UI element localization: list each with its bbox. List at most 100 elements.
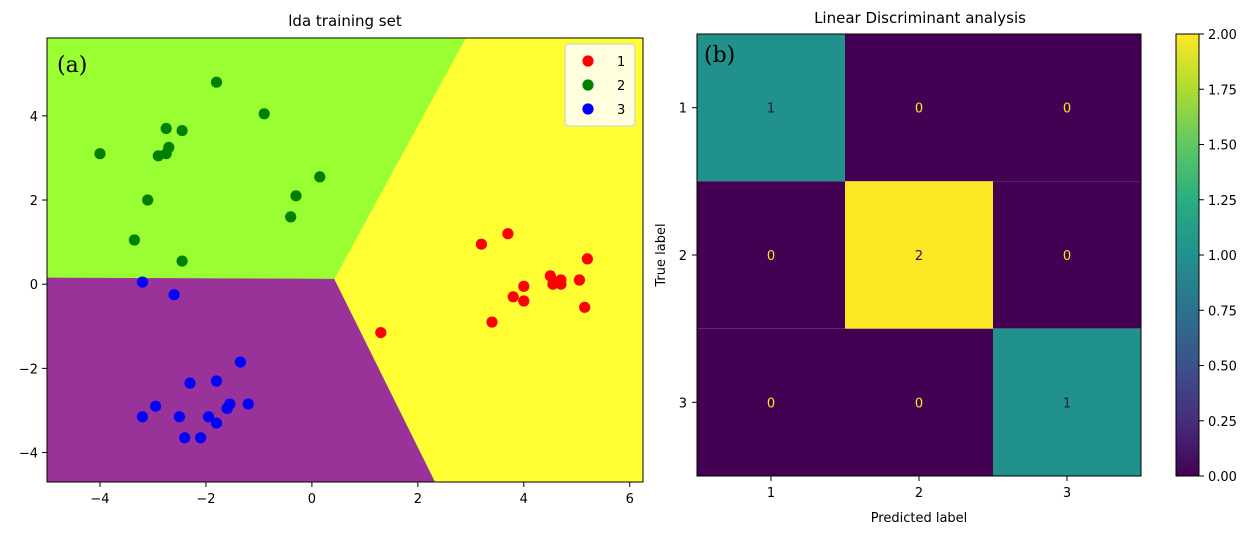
scatter-point-class-2 [163, 141, 175, 153]
confusion-cell [845, 181, 993, 329]
scatter-ticks: −4 −2 0 2 4 6 −4 −2 0 2 4 [19, 110, 634, 507]
scatter-point-class-3 [168, 289, 180, 301]
scatter-point-class-1 [581, 253, 594, 265]
scatter-point-class-3 [242, 398, 254, 410]
scatter-point-class-3 [210, 417, 223, 429]
confusion-cell-value: 0 [1063, 249, 1071, 264]
legend-marker-1 [582, 55, 594, 67]
colorbar-tick-label: 1.50 [1208, 139, 1237, 154]
scatter-point-class-2 [176, 125, 188, 137]
confusion-cell-value: 0 [767, 396, 775, 411]
scatter-point-class-1 [375, 327, 387, 339]
scatter-point-class-3 [224, 398, 236, 410]
legend-marker-2 [582, 79, 594, 91]
scatter-point-class-3 [136, 276, 148, 288]
scatter-point-class-3 [203, 411, 215, 423]
confusion-cell [697, 181, 845, 329]
scatter-point-class-1 [518, 295, 530, 307]
confusion-cell [993, 181, 1141, 329]
y-tick-label: −2 [19, 362, 38, 377]
confusion-cell [845, 34, 993, 182]
legend-box [564, 43, 636, 127]
scatter-point-class-2 [258, 108, 270, 120]
y-tick-label: 0 [30, 278, 38, 293]
confusion-cell [993, 328, 1141, 476]
confusion-ticks: 1 2 3 1 2 3 [679, 102, 1071, 501]
legend-label-1: 1 [617, 55, 625, 70]
confusion-cell [993, 34, 1141, 182]
x-tick-label: −4 [90, 492, 109, 507]
x-tick-label: 6 [626, 492, 634, 507]
colorbar-tick-label: 1.00 [1208, 249, 1237, 264]
legend: 1 2 3 [564, 43, 636, 127]
colorbar-tick-label: 0.50 [1208, 360, 1237, 375]
confusion-cell [697, 34, 845, 182]
scatter-point-class-2 [160, 122, 172, 135]
confusion-title: Linear Discriminant analysis [814, 9, 1026, 27]
y-tick-label: −4 [19, 447, 38, 462]
colorbar-tick-label: 0.75 [1208, 304, 1237, 319]
scatter-axes-frame [46, 37, 644, 483]
decision-region-class-3 [47, 277, 436, 482]
scatter-point-class-1 [507, 291, 519, 303]
colorbar-tick-label: 0.25 [1208, 415, 1237, 430]
x-tick-label: 3 [1063, 486, 1071, 501]
y-axis-label: True label [654, 223, 669, 287]
y-tick-label: 4 [30, 110, 38, 125]
x-tick-label: 2 [915, 486, 923, 501]
x-axis-label: Predicted label [871, 511, 968, 526]
x-tick-label: 1 [767, 486, 775, 501]
scatter-point-class-3 [173, 411, 185, 423]
scatter-point-class-2 [285, 211, 297, 223]
confusion-cell [845, 328, 993, 476]
x-tick-label: −2 [196, 492, 215, 507]
scatter-point-class-1 [555, 274, 567, 286]
scatter-point-class-1 [518, 280, 530, 292]
confusion-cell-value: 0 [915, 102, 923, 117]
confusion-cell-value: 0 [767, 249, 775, 264]
decision-regions [47, 38, 643, 482]
legend-marker-3 [582, 103, 594, 115]
colorbar-tick-label: 1.75 [1208, 83, 1237, 98]
scatter-point-class-3 [136, 411, 148, 423]
scatter-point-class-3 [234, 356, 246, 368]
scatter-points [94, 76, 594, 444]
colorbar-tick-label: 0.00 [1208, 470, 1237, 485]
panel-label-a: (a) [57, 53, 87, 78]
colorbar-gradient [1175, 33, 1200, 477]
confusion-cells: 1 0 0 0 2 0 0 0 1 [697, 34, 1141, 476]
scatter-point-class-2 [314, 171, 326, 183]
scatter-point-class-1 [502, 228, 514, 240]
colorbar-ticks: 0.00 0.25 0.50 0.75 1.00 1.25 1.50 1.75 2.00 [1199, 28, 1237, 485]
scatter-point-class-3 [184, 377, 196, 389]
legend-label-3: 3 [617, 103, 625, 118]
scatter-point-class-3 [210, 375, 223, 387]
y-tick-label: 2 [30, 194, 38, 209]
x-tick-label: 4 [520, 492, 528, 507]
scatter-point-class-2 [290, 190, 302, 202]
legend-label-2: 2 [617, 79, 625, 94]
confusion-matrix-panel: Linear Discriminant analysis 1 0 0 0 2 0 0 0 1 1… [654, 9, 1142, 526]
scatter-point-class-3 [179, 432, 191, 444]
scatter-point-class-3 [195, 432, 207, 444]
confusion-cell-value: 1 [767, 102, 775, 117]
x-tick-label: 0 [308, 492, 316, 507]
scatter-title: lda training set [288, 12, 402, 30]
scatter-point-class-3 [150, 400, 162, 412]
scatter-point-class-2 [94, 148, 106, 160]
colorbar-tick-label: 2.00 [1208, 28, 1237, 43]
y-tick-label: 2 [679, 249, 687, 264]
colorbar: 0.00 0.25 0.50 0.75 1.00 1.25 1.50 1.75 2.00 [1175, 28, 1237, 485]
scatter-point-class-2 [142, 194, 154, 206]
confusion-cell [697, 328, 845, 476]
x-tick-label: 2 [414, 492, 422, 507]
confusion-cell-value: 2 [915, 249, 923, 264]
scatter-point-class-2 [128, 234, 140, 246]
scatter-point-class-2 [210, 76, 223, 88]
scatter-panel: lda training set −4 −2 0 2 4 6 −4 −2 0 2 4 (a) 1 2 3 [19, 12, 644, 507]
scatter-point-class-1 [486, 316, 498, 328]
scatter-point-class-1 [573, 274, 586, 286]
scatter-point-class-2 [176, 255, 188, 267]
scatter-point-class-1 [579, 301, 591, 313]
